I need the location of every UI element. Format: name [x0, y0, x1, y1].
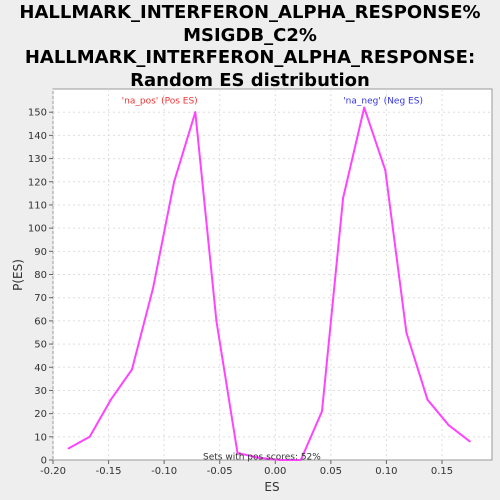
x-tick-label: -0.05 [207, 466, 233, 477]
y-tick-label: 30 [34, 386, 47, 397]
annotations: 'na_pos' (Pos ES) 'na_neg' (Neg ES) Sets w… [122, 97, 423, 463]
y-tick-label: 150 [28, 108, 47, 119]
x-axis: -0.20 -0.15 -0.10 -0.05 0.00 0.05 0.10 0.15 [40, 460, 453, 477]
x-tick-label: 0.10 [375, 466, 397, 477]
x-axis-title: ES [264, 480, 279, 494]
y-tick-label: 0 [41, 456, 47, 467]
data-point [215, 319, 218, 322]
data-point [236, 452, 239, 454]
x-tick-label: 0.05 [320, 466, 342, 477]
annotation-label: 'na_pos' (Pos ES) [122, 97, 198, 107]
x-tick-label: 0.15 [431, 466, 453, 477]
data-point [278, 459, 281, 461]
title-line-1: HALLMARK_INTERFERON_ALPHA_RESPONSE% [19, 2, 481, 23]
data-point [384, 169, 387, 172]
title-line-3: HALLMARK_INTERFERON_ALPHA_RESPONSE: [24, 47, 476, 68]
y-tick-label: 120 [28, 177, 47, 188]
y-tick-label: 130 [28, 154, 47, 165]
y-tick-label: 50 [34, 340, 47, 351]
x-tick-label: 0.00 [264, 466, 286, 477]
title-line-4: Random ES distribution [130, 69, 370, 91]
data-point [447, 424, 450, 427]
y-tick-label: 140 [28, 131, 47, 142]
chart-title: HALLMARK_INTERFERON_ALPHA_RESPONSE% MSIG… [0, 2, 500, 92]
y-tick-label: 110 [28, 200, 47, 211]
data-point [299, 459, 302, 461]
x-tick-label: -0.15 [96, 466, 122, 477]
data-point [426, 398, 429, 401]
y-tick-label: 40 [34, 363, 47, 374]
x-tick-label: -0.20 [40, 466, 66, 477]
x-tick-label: -0.10 [151, 466, 177, 477]
data-point [363, 106, 366, 109]
y-tick-label: 90 [34, 247, 47, 258]
y-tick-label: 20 [34, 409, 47, 420]
data-point [67, 447, 70, 450]
data-point [152, 287, 154, 290]
annotation-label: Sets with pos scores: 52% [203, 453, 321, 463]
annotation-label: 'na_neg' (Neg ES) [343, 97, 423, 107]
series-line [68, 106, 471, 461]
y-tick-label: 10 [34, 432, 47, 443]
data-point [405, 331, 408, 334]
y-axis: 0 10 20 30 40 50 60 70 80 90 100 110 120 130 140 150 [28, 108, 53, 467]
title-line-2: MSIGDB_C2% [183, 24, 317, 46]
y-axis-title: P(ES) [11, 259, 25, 291]
data-point [173, 180, 176, 183]
data-point [342, 197, 345, 199]
data-point [109, 398, 112, 401]
y-tick-label: 100 [28, 224, 47, 235]
data-point [88, 435, 91, 438]
data-point [257, 456, 260, 459]
data-point [468, 440, 471, 443]
data-point [194, 111, 197, 114]
y-tick-label: 80 [34, 270, 47, 281]
y-tick-label: 70 [34, 293, 47, 304]
data-point [321, 410, 323, 413]
series-layer [67, 106, 471, 461]
y-tick-label: 60 [34, 316, 47, 327]
data-point [130, 368, 133, 371]
